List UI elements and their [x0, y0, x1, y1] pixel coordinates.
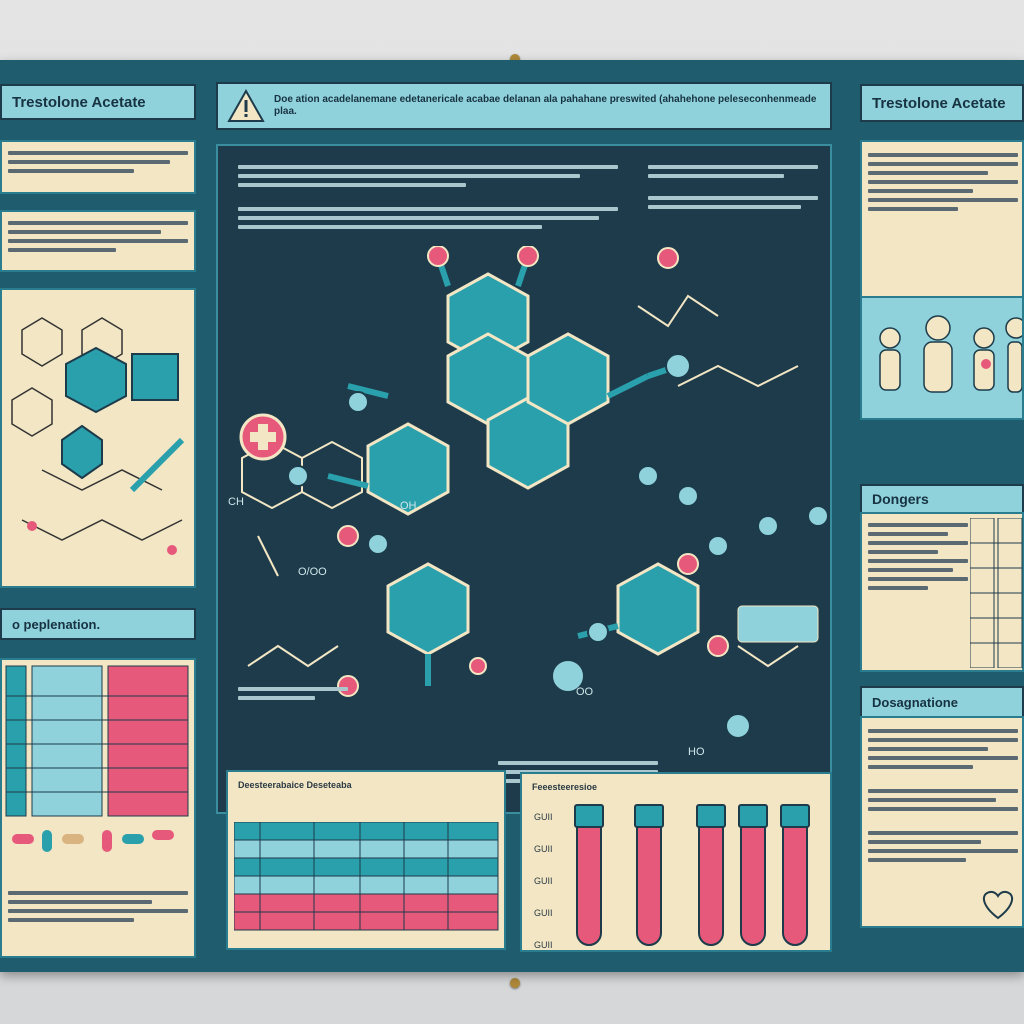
right-people-panel	[860, 296, 1024, 420]
steroid-molecule-diagram	[241, 246, 829, 739]
tube-axis-4: GUII	[534, 908, 553, 918]
bottom-table-graphic	[234, 822, 499, 931]
left-text-panel-1	[0, 140, 196, 194]
tube-axis-5: GUII	[534, 940, 553, 950]
people-icons	[879, 315, 1024, 393]
tube-4	[740, 826, 766, 946]
center-molecule-panel: O/OO OH CH OO HO	[216, 144, 832, 814]
heart-icon	[982, 890, 1014, 920]
blood-tube-panel: Feeesteeresioe GUII GUII GUII GUII GUII	[520, 772, 832, 952]
tube-cap-5	[780, 804, 810, 828]
right-text-panel	[860, 140, 1024, 326]
tube-3	[698, 826, 724, 946]
tube-cap-3	[696, 804, 726, 828]
dangers-panel	[860, 512, 1024, 672]
left-table-graphic	[5, 665, 189, 817]
tube-1	[576, 826, 602, 946]
chem-label-3: CH	[228, 496, 244, 508]
tube-cap-1	[574, 804, 604, 828]
tube-2	[636, 826, 662, 946]
tube-5	[782, 826, 808, 946]
chem-label-2: OH	[400, 500, 417, 512]
top-pin	[510, 54, 520, 64]
dangers-table-graphic	[970, 518, 1023, 668]
left-diagram-panel	[0, 288, 196, 588]
left-molecule-diagram	[11, 317, 185, 555]
bottom-pin	[510, 978, 520, 988]
infographic-poster: Trestolone Acetate o peplenation.	[0, 60, 1024, 972]
warning-text: Doe ation acadelanemane edetanericale ac…	[274, 94, 817, 117]
dangers-title: Dongers	[860, 484, 1024, 514]
left-text-panel-2	[0, 210, 196, 272]
chem-label-4: OO	[576, 686, 594, 698]
left-table-panel	[0, 658, 196, 958]
warning-icon	[227, 88, 265, 122]
tube-axis-1: GUII	[534, 812, 553, 822]
warning-banner: Doe ation acadelanemane edetanericale ac…	[216, 82, 832, 130]
chem-label-1: O/OO	[298, 566, 327, 578]
tube-cap-2	[634, 804, 664, 828]
left-title: Trestolone Acetate	[0, 84, 196, 120]
pill-icons	[12, 830, 174, 852]
bottom-table-title: Deesteerabaice Deseteaba	[238, 780, 352, 790]
right-title: Trestolone Acetate	[860, 84, 1024, 122]
doses-title: Dosagnatione	[860, 686, 1024, 718]
tube-axis-2: GUII	[534, 844, 553, 854]
tube-cap-4	[738, 804, 768, 828]
left-section-title: o peplenation.	[0, 608, 196, 640]
bottom-tubes-title: Feeesteeresioe	[532, 782, 598, 792]
bottom-table-panel: Deesteerabaice Deseteaba	[226, 770, 506, 950]
medical-cross-icon	[239, 413, 287, 461]
chem-label-5: HO	[688, 746, 705, 758]
doses-panel	[860, 716, 1024, 928]
tube-axis-3: GUII	[534, 876, 553, 886]
